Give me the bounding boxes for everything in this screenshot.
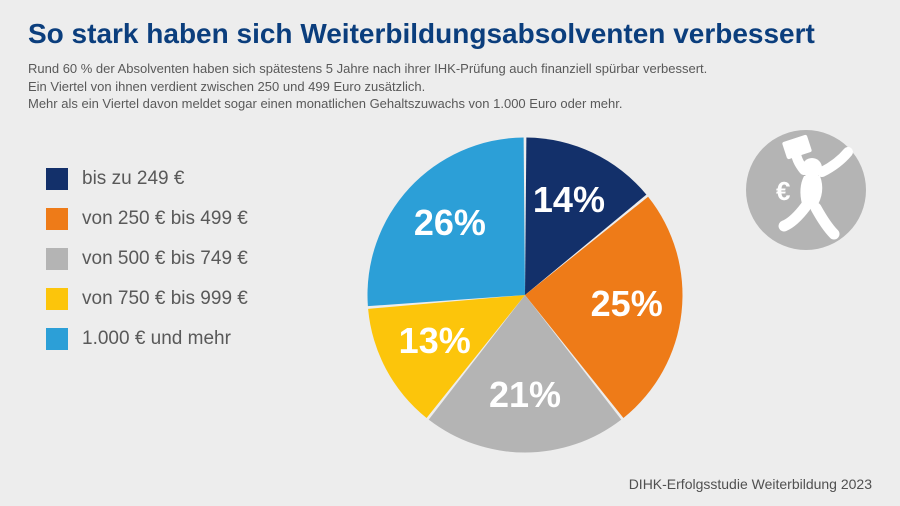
legend-label: von 750 € bis 999 € (82, 288, 248, 310)
legend-item: 1.000 € und mehr (46, 328, 248, 350)
pie-slice-label: 14% (533, 179, 605, 220)
celebrating-figure-icon: € (746, 130, 866, 250)
legend-label: 1.000 € und mehr (82, 328, 231, 350)
legend-item: von 500 € bis 749 € (46, 248, 248, 270)
legend-swatch (46, 328, 68, 350)
pie-slice-label: 21% (489, 374, 561, 415)
subtitle-line: Ein Viertel von ihnen verdient zwischen … (28, 78, 707, 96)
legend-item: von 250 € bis 499 € (46, 208, 248, 230)
legend-label: von 250 € bis 499 € (82, 208, 248, 230)
pie-slice-label: 26% (414, 202, 486, 243)
legend-item: bis zu 249 € (46, 168, 248, 190)
legend-swatch (46, 288, 68, 310)
subtitle-line: Mehr als ein Viertel davon meldet sogar … (28, 95, 707, 113)
source-credit: DIHK-Erfolgsstudie Weiterbildung 2023 (629, 476, 872, 492)
pie-slice-label: 13% (399, 320, 471, 361)
pie-slice-label: 25% (591, 283, 663, 324)
legend: bis zu 249 € von 250 € bis 499 € von 500 €… (46, 168, 248, 350)
subtitle-block: Rund 60 % der Absolventen haben sich spä… (28, 60, 707, 113)
legend-swatch (46, 168, 68, 190)
legend-label: bis zu 249 € (82, 168, 184, 190)
pie-chart: 14% 25% 21% 13% 26% (360, 130, 690, 460)
legend-swatch (46, 208, 68, 230)
legend-label: von 500 € bis 749 € (82, 248, 248, 270)
svg-text:€: € (776, 176, 790, 206)
page-title: So stark haben sich Weiterbildungsabsolv… (28, 18, 815, 50)
legend-item: von 750 € bis 999 € (46, 288, 248, 310)
legend-swatch (46, 248, 68, 270)
subtitle-line: Rund 60 % der Absolventen haben sich spä… (28, 60, 707, 78)
